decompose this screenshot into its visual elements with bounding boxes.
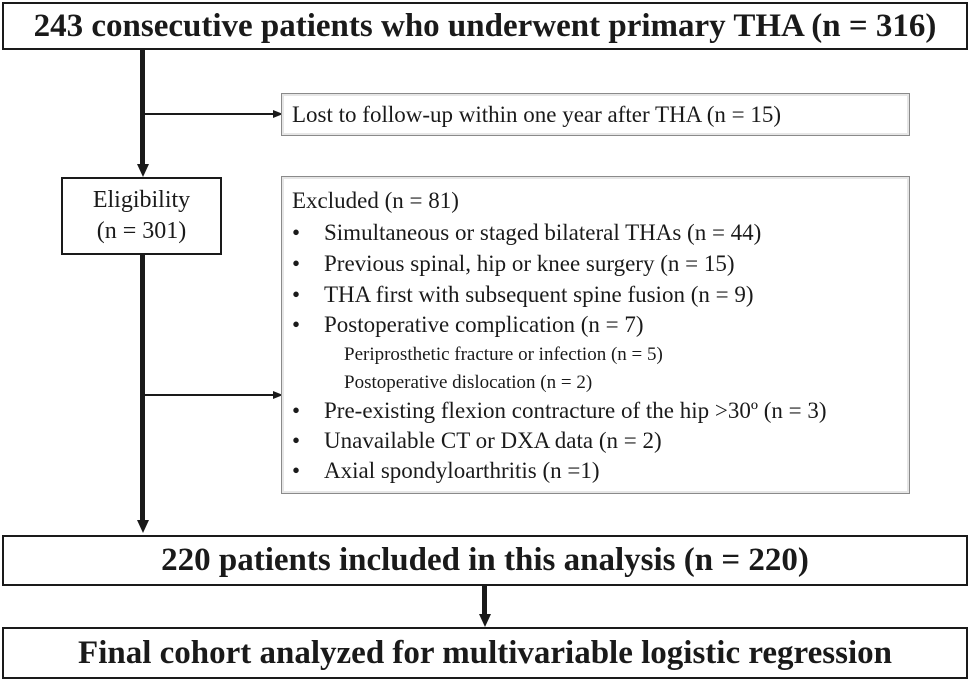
bullet-icon: • bbox=[292, 428, 301, 453]
connector-included-to-final bbox=[482, 586, 487, 615]
included-box: 220 patients included in this analysis (… bbox=[2, 535, 968, 586]
list-item: • Postoperative complication (n = 7) bbox=[282, 310, 909, 339]
lost-to-follow-up-box: Lost to follow-up within one year after … bbox=[281, 93, 910, 136]
bullet-icon: • bbox=[292, 282, 301, 307]
eligibility-box: Eligibility (n = 301) bbox=[61, 177, 222, 255]
excluded-box: Excluded (n = 81) • Simultaneous or stag… bbox=[281, 176, 910, 494]
excluded-item-text: Simultaneous or staged bilateral THAs (n… bbox=[324, 220, 762, 245]
list-item: • Simultaneous or staged bilateral THAs … bbox=[282, 218, 909, 247]
lost-box-label: Lost to follow-up within one year after … bbox=[292, 102, 782, 127]
excluded-title: Excluded (n = 81) bbox=[292, 188, 459, 213]
connector-to-excluded bbox=[142, 394, 274, 396]
list-item: • Unavailable CT or DXA data (n = 2) bbox=[282, 426, 909, 455]
arrow-to-lost bbox=[273, 110, 283, 118]
list-item: • Axial spondyloarthritis (n =1) bbox=[282, 456, 909, 485]
excluded-item-text: Axial spondyloarthritis (n =1) bbox=[324, 458, 600, 483]
arrow-to-eligibility bbox=[137, 164, 149, 177]
sub-list-item: Postoperative dislocation (n = 2) bbox=[282, 368, 909, 397]
list-item: • THA first with subsequent spine fusion… bbox=[282, 280, 909, 309]
arrow-to-excluded bbox=[273, 391, 283, 399]
included-box-label: 220 patients included in this analysis (… bbox=[161, 542, 809, 578]
bullet-icon: • bbox=[292, 458, 301, 483]
arrow-to-included bbox=[137, 520, 149, 533]
list-item: • Previous spinal, hip or knee surgery (… bbox=[282, 249, 909, 278]
excluded-item-text: Postoperative complication (n = 7) bbox=[324, 312, 644, 337]
connector-eligibility-to-included bbox=[140, 255, 145, 521]
excluded-item-text: Unavailable CT or DXA data (n = 2) bbox=[324, 428, 662, 453]
excluded-item-text: THA first with subsequent spine fusion (… bbox=[324, 282, 754, 307]
connector-top-to-eligibility bbox=[140, 50, 145, 165]
list-item: • Pre-existing flexion contracture of th… bbox=[282, 396, 909, 425]
excluded-title-row: Excluded (n = 81) bbox=[282, 186, 909, 215]
bullet-icon: • bbox=[292, 251, 301, 276]
bullet-icon: • bbox=[292, 398, 301, 423]
excluded-sub-item-text: Postoperative dislocation (n = 2) bbox=[344, 372, 593, 393]
excluded-item-text: Previous spinal, hip or knee surgery (n … bbox=[324, 251, 735, 276]
excluded-sub-item-text: Periprosthetic fracture or infection (n … bbox=[344, 344, 663, 365]
eligibility-label: Eligibility bbox=[92, 187, 191, 213]
bullet-icon: • bbox=[292, 220, 301, 245]
bullet-icon: • bbox=[292, 312, 301, 337]
final-cohort-box: Final cohort analyzed for multivariable … bbox=[2, 627, 968, 679]
eligibility-count: (n = 301) bbox=[96, 218, 187, 244]
final-box-label: Final cohort analyzed for multivariable … bbox=[78, 634, 892, 671]
connector-to-lost bbox=[142, 113, 274, 115]
excluded-item-text: Pre-existing flexion contracture of the … bbox=[324, 398, 827, 423]
arrow-to-final bbox=[479, 614, 491, 627]
sub-list-item: Periprosthetic fracture or infection (n … bbox=[282, 340, 909, 369]
top-box-label: 243 consecutive patients who underwent p… bbox=[33, 7, 937, 44]
top-box: 243 consecutive patients who underwent p… bbox=[2, 2, 968, 50]
